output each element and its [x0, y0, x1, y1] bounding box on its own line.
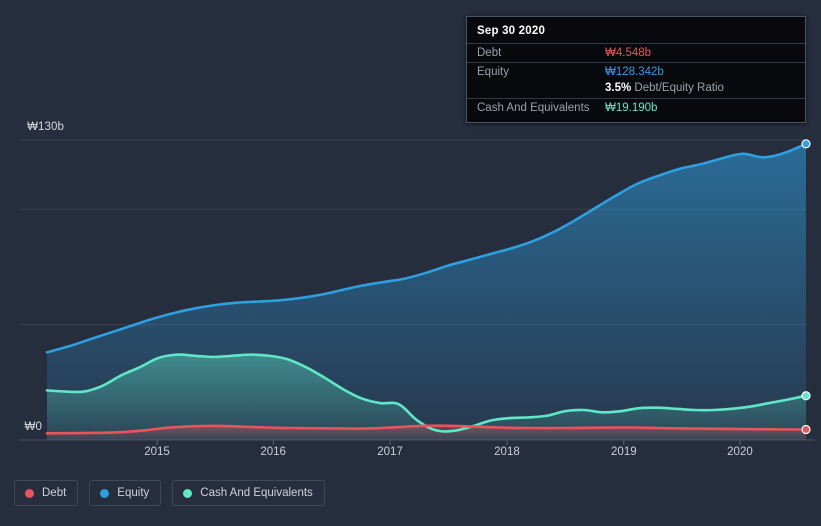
x-axis-label-2018: 2018: [494, 446, 520, 458]
tooltip-row-cash: Cash And Equivalents ₩19.190b: [467, 98, 805, 117]
legend-label-debt: Debt: [42, 487, 67, 499]
chart-plot-area[interactable]: ₩130b ₩0 2015 2016 2017 2018 2019 2020: [0, 0, 821, 470]
x-axis-label-2020: 2020: [727, 446, 753, 458]
legend-item-debt[interactable]: Debt: [14, 480, 79, 506]
chart-lines: [45, 142, 808, 435]
chart-endpoint-markers[interactable]: [801, 139, 811, 435]
x-axis-label-2015: 2015: [144, 446, 170, 458]
tooltip-ratio-caption: Debt/Equity Ratio: [631, 82, 724, 94]
chart-tooltip: Sep 30 2020 Debt ₩4.548b Equity ₩128.342…: [466, 16, 806, 123]
chart-svg: [20, 139, 815, 445]
x-axis-label-2019: 2019: [611, 446, 637, 458]
tooltip-value-ratio: 3.5% Debt/Equity Ratio: [605, 82, 724, 94]
chart-x-tickmarks: [156, 440, 741, 445]
chart-legend: Debt Equity Cash And Equivalents: [14, 480, 325, 506]
tooltip-row-ratio: 3.5% Debt/Equity Ratio: [467, 81, 805, 98]
y-axis-label-zero: ₩0: [24, 421, 42, 433]
tooltip-value-cash: ₩19.190b: [605, 102, 658, 114]
tooltip-label-cash: Cash And Equivalents: [477, 102, 590, 114]
tooltip-label-debt: Debt: [477, 47, 502, 59]
legend-label-equity: Equity: [117, 487, 150, 499]
tooltip-date: Sep 30 2020: [477, 25, 546, 37]
tooltip-row-debt: Debt ₩4.548b: [467, 43, 805, 62]
tooltip-label-equity: Equity: [477, 66, 509, 78]
legend-dot-icon-equity: [100, 488, 110, 498]
legend-label-cash: Cash And Equivalents: [200, 487, 313, 499]
legend-item-cash[interactable]: Cash And Equivalents: [172, 480, 325, 506]
legend-item-equity[interactable]: Equity: [89, 480, 162, 506]
y-axis-label-top: ₩130b: [27, 121, 64, 133]
x-axis-label-2016: 2016: [260, 446, 286, 458]
tooltip-row-equity: Equity ₩128.342b: [467, 62, 805, 81]
tooltip-value-equity: ₩128.342b: [605, 66, 664, 78]
x-axis-label-2017: 2017: [377, 446, 403, 458]
legend-dot-icon-cash: [183, 488, 193, 498]
tooltip-ratio-number: 3.5%: [605, 82, 632, 94]
tooltip-value-debt: ₩4.548b: [605, 47, 652, 59]
legend-dot-icon-debt: [25, 488, 34, 498]
chart-areas: [47, 143, 806, 440]
